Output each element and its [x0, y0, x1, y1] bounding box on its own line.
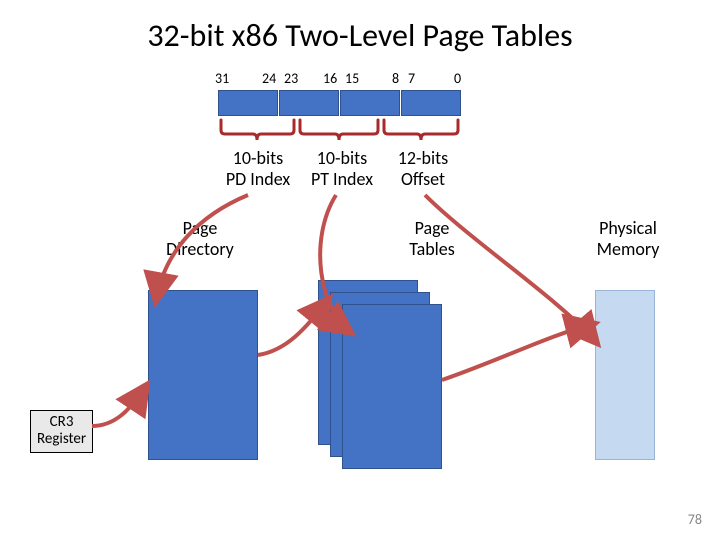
label-pt-l2: Tables: [392, 239, 472, 260]
bitbar-seg-15-8: [340, 90, 400, 116]
label-pm-l1: Physical: [588, 218, 668, 239]
slide-number: 78: [688, 511, 702, 528]
bitnum-7: 7: [408, 70, 415, 87]
field-pd-l2: PD Index: [218, 169, 298, 190]
page-directory-box: [148, 290, 258, 460]
page-table-box-front: [342, 304, 442, 469]
label-pd-l2: Directory: [150, 239, 250, 260]
cr3-l1: CR3: [37, 414, 86, 431]
field-pt-index: 10-bits PT Index: [302, 148, 382, 189]
field-pd-l1: 10-bits: [218, 148, 298, 169]
field-offset: 12-bits Offset: [388, 148, 458, 189]
bitnum-0: 0: [454, 70, 461, 87]
field-off-l1: 12-bits: [388, 148, 458, 169]
bitnum-16: 16: [323, 70, 337, 87]
field-off-l2: Offset: [388, 169, 458, 190]
bitbar-seg-23-16: [279, 90, 339, 116]
label-page-tables: Page Tables: [392, 218, 472, 259]
bitnum-23: 23: [284, 70, 298, 87]
bitnum-31: 31: [215, 70, 229, 87]
cr3-l2: Register: [37, 431, 86, 448]
physical-memory-box: [595, 290, 655, 460]
page-title: 32-bit x86 Two-Level Page Tables: [0, 0, 720, 55]
field-pd-index: 10-bits PD Index: [218, 148, 298, 189]
label-pm-l2: Memory: [588, 239, 668, 260]
field-pt-l1: 10-bits: [302, 148, 382, 169]
bitnum-8: 8: [392, 70, 399, 87]
label-page-directory: Page Directory: [150, 218, 250, 259]
bitbar-seg-31-24: [218, 90, 278, 116]
cr3-register: CR3 Register: [30, 410, 93, 453]
bitnum-24: 24: [262, 70, 276, 87]
bitbar-seg-7-0: [401, 90, 461, 116]
label-pt-l1: Page: [392, 218, 472, 239]
field-pt-l2: PT Index: [302, 169, 382, 190]
label-physical-memory: Physical Memory: [588, 218, 668, 259]
bitnum-15: 15: [345, 70, 359, 87]
label-pd-l1: Page: [150, 218, 250, 239]
